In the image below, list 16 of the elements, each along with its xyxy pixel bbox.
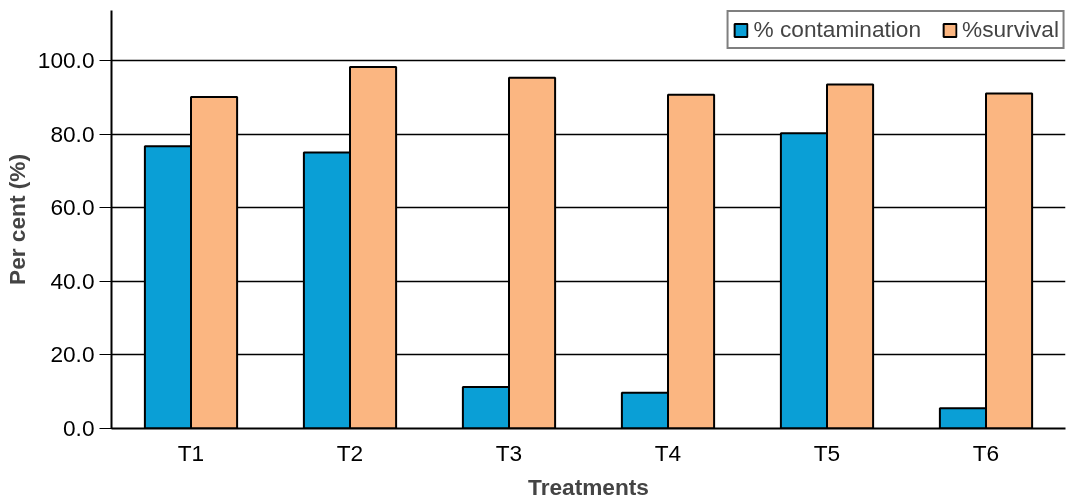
x-tick-label: T2 — [336, 439, 364, 466]
x-tick-label: T5 — [813, 439, 841, 466]
y-tick-label: 0.0 — [63, 415, 95, 441]
x-axis-title: Treatments — [528, 473, 649, 500]
legend-label: %survival — [962, 16, 1059, 43]
x-tick-label: T3 — [495, 439, 523, 466]
y-tick-label: 60.0 — [50, 194, 95, 221]
y-tick-label: 40.0 — [50, 267, 95, 294]
y-tick-label: 100.0 — [37, 47, 95, 74]
x-tick-label: T1 — [177, 439, 205, 466]
legend-label: % contamination — [753, 16, 922, 43]
x-tick-label: T6 — [972, 439, 1000, 466]
y-tick-label: 80.0 — [50, 120, 95, 147]
x-tick-label: T4 — [654, 439, 682, 466]
y-axis-title: Per cent (%) — [3, 154, 30, 285]
y-tick-label: 20.0 — [50, 341, 95, 368]
